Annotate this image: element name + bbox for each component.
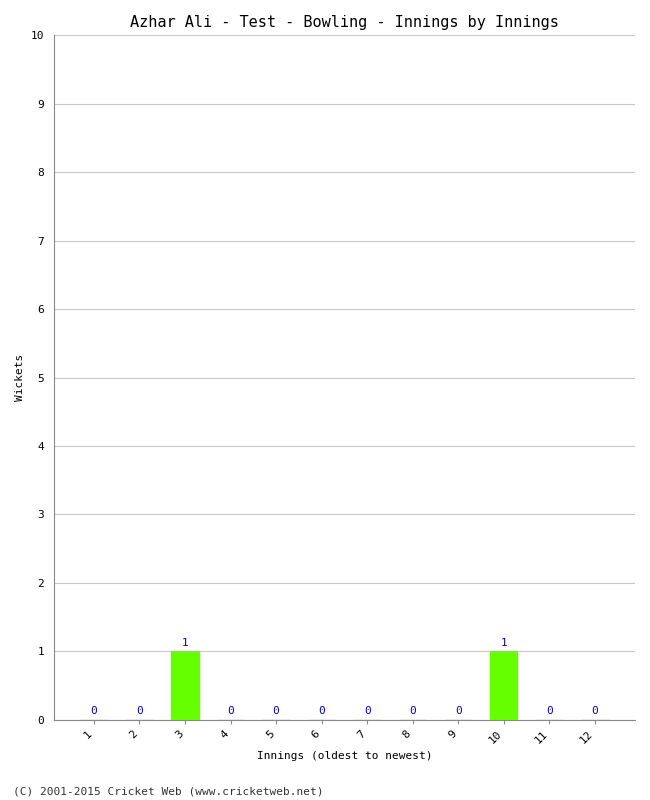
Text: 1: 1 xyxy=(500,638,507,648)
Text: 0: 0 xyxy=(136,706,143,716)
Y-axis label: Wickets: Wickets xyxy=(15,354,25,401)
Text: 0: 0 xyxy=(90,706,98,716)
Bar xyxy=(172,651,199,720)
Text: 1: 1 xyxy=(181,638,188,648)
Text: 0: 0 xyxy=(273,706,280,716)
Text: 0: 0 xyxy=(455,706,461,716)
Text: 0: 0 xyxy=(364,706,370,716)
Bar xyxy=(490,651,517,720)
Text: 0: 0 xyxy=(410,706,416,716)
Text: 0: 0 xyxy=(546,706,552,716)
X-axis label: Innings (oldest to newest): Innings (oldest to newest) xyxy=(257,751,432,761)
Text: 0: 0 xyxy=(318,706,325,716)
Title: Azhar Ali - Test - Bowling - Innings by Innings: Azhar Ali - Test - Bowling - Innings by … xyxy=(130,15,559,30)
Text: 0: 0 xyxy=(592,706,598,716)
Text: (C) 2001-2015 Cricket Web (www.cricketweb.net): (C) 2001-2015 Cricket Web (www.cricketwe… xyxy=(13,786,324,796)
Text: 0: 0 xyxy=(227,706,234,716)
